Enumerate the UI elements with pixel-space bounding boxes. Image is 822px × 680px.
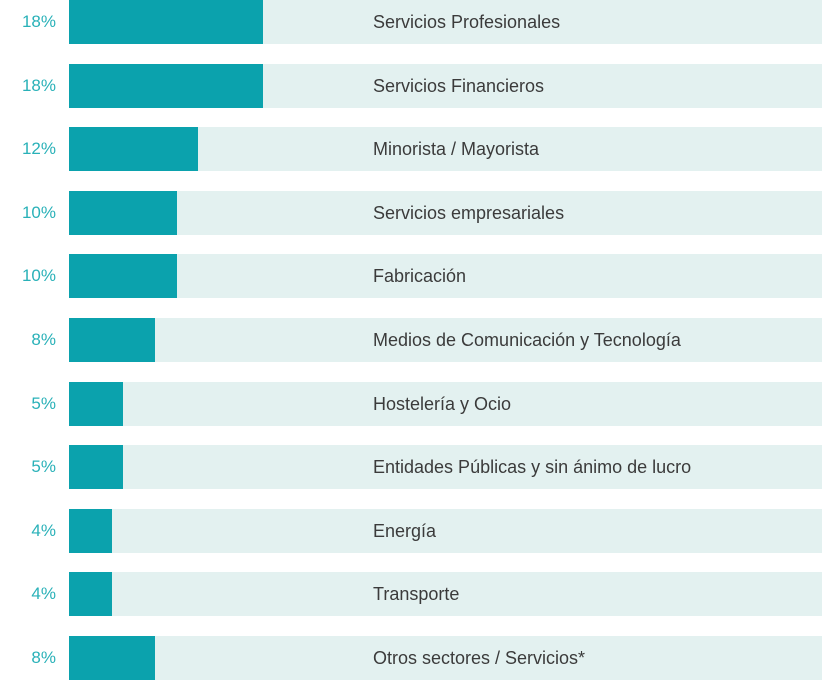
bar-track xyxy=(69,445,822,490)
bar xyxy=(69,572,112,617)
bar-track xyxy=(69,318,822,362)
category-label: Servicios Financieros xyxy=(373,75,545,96)
value-label: 4% xyxy=(31,520,56,540)
category-label: Entidades Públicas y sin ánimo de lucro xyxy=(373,457,692,478)
chart-row: 10% Fabricación xyxy=(0,254,822,299)
chart-row: 4% Transporte xyxy=(0,572,822,617)
bar xyxy=(69,445,123,490)
chart-row: 8% Otros sectores / Servicios* xyxy=(0,636,822,680)
bar xyxy=(69,254,177,299)
chart-row: 18% Servicios Profesionales xyxy=(0,0,822,44)
bar xyxy=(69,508,112,553)
value-label: 8% xyxy=(31,648,56,667)
chart-row: 10% Servicios empresariales xyxy=(0,190,822,235)
category-label: Servicios Profesionales xyxy=(373,12,561,32)
value-label: 5% xyxy=(31,393,56,413)
value-label: 10% xyxy=(21,266,56,286)
category-label: Medios de Comunicación y Tecnología xyxy=(373,330,681,350)
bar xyxy=(69,0,263,44)
bar-track xyxy=(69,381,822,426)
chart-row: 5% Hostelería y Ocio xyxy=(0,381,822,426)
value-label: 5% xyxy=(31,457,56,477)
value-label: 18% xyxy=(21,12,56,31)
category-label: Otros sectores / Servicios* xyxy=(373,648,586,668)
bar-track xyxy=(69,254,822,299)
chart-row: 18% Servicios Financieros xyxy=(0,63,822,108)
value-label: 12% xyxy=(21,139,56,159)
value-label: 4% xyxy=(31,584,56,604)
category-label: Hostelería y Ocio xyxy=(373,393,512,414)
bar-track xyxy=(69,572,822,617)
bar-track xyxy=(69,636,822,680)
bar xyxy=(69,63,263,108)
chart-row: 8% Medios de Comunicación y Tecnología xyxy=(0,318,822,362)
bar-track xyxy=(69,190,822,235)
bar xyxy=(69,381,123,426)
bar xyxy=(69,190,177,235)
bar-track xyxy=(69,508,822,553)
bar xyxy=(69,127,198,172)
category-label: Servicios empresariales xyxy=(373,202,565,223)
category-label: Fabricación xyxy=(373,266,467,287)
chart-row: 5% Entidades Públicas y sin ánimo de lucr… xyxy=(0,445,822,490)
chart-row: 12% Minorista / Mayorista xyxy=(0,127,822,172)
value-label: 8% xyxy=(31,330,56,349)
category-label: Energía xyxy=(373,520,437,541)
value-label: 18% xyxy=(21,75,56,95)
bar xyxy=(69,318,155,362)
bar xyxy=(69,636,155,680)
value-label: 10% xyxy=(21,202,56,222)
chart-row: 4% Energía xyxy=(0,508,822,553)
category-label: Minorista / Mayorista xyxy=(373,139,540,160)
category-label: Transporte xyxy=(373,584,460,605)
